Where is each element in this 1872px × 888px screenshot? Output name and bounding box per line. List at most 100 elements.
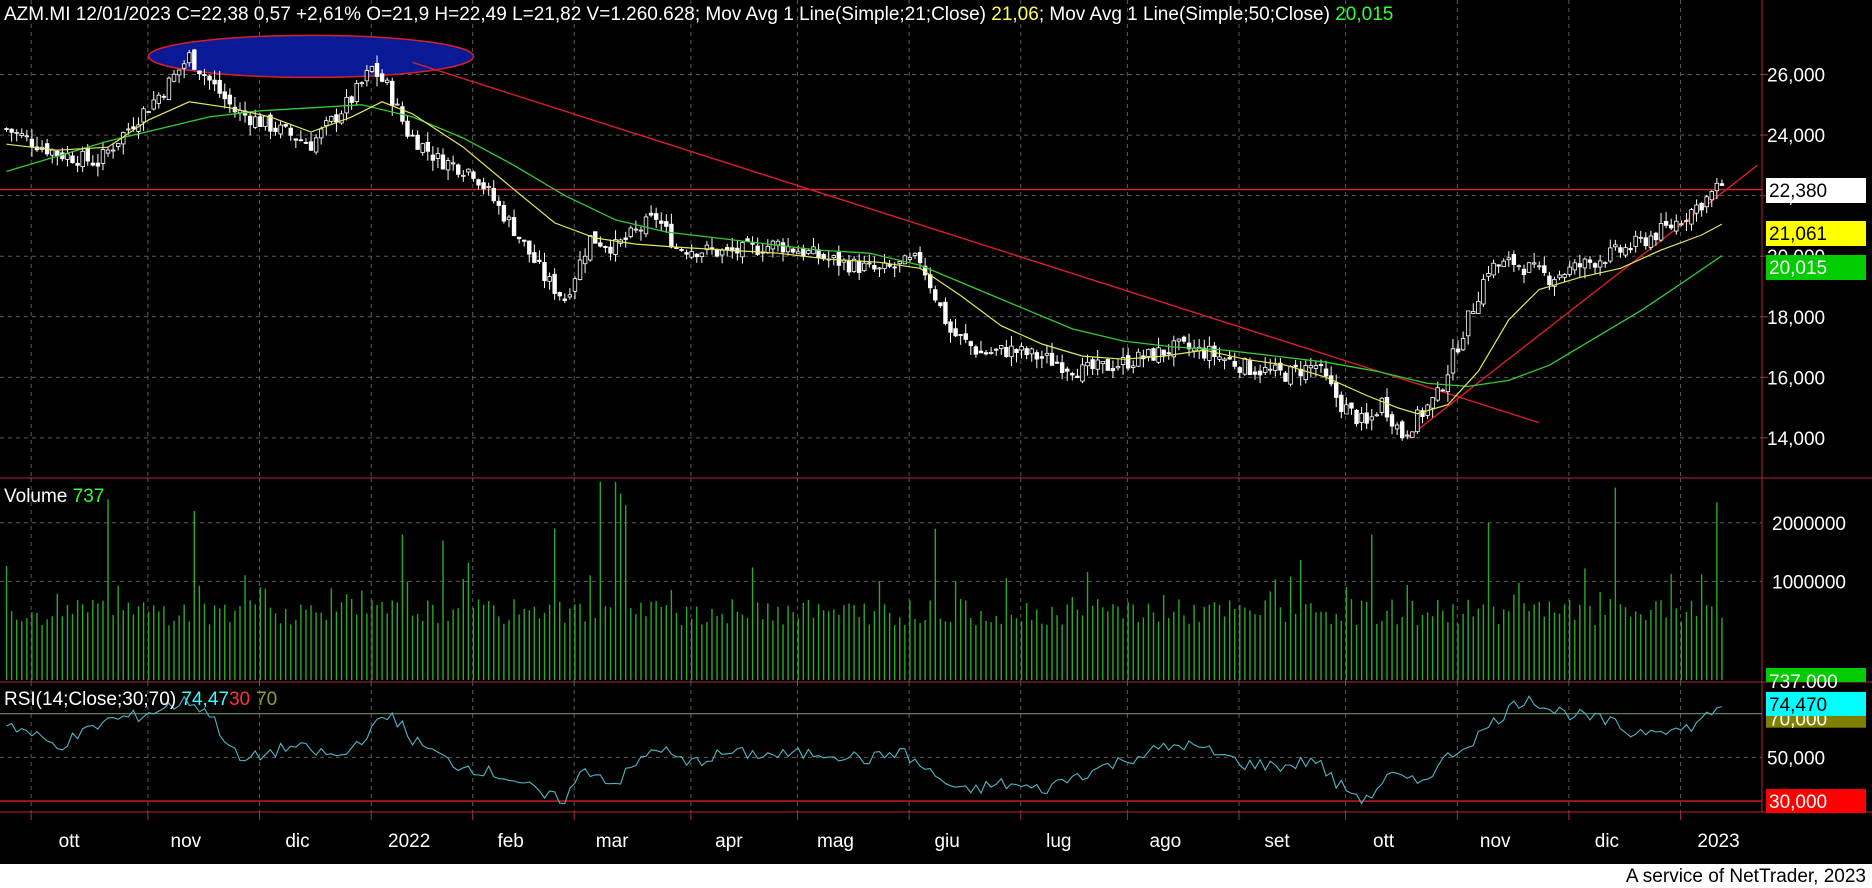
candle-body xyxy=(836,251,842,266)
candle-body xyxy=(1039,356,1045,359)
candle-body xyxy=(435,153,441,159)
candle-body xyxy=(1110,367,1116,372)
candle-body xyxy=(298,139,304,142)
ma21-header-label: ; Mov Avg 1 Line(Simple;21;Close) xyxy=(694,4,992,25)
candle-body xyxy=(217,79,222,94)
candle-body xyxy=(633,228,639,231)
candle-body xyxy=(384,79,390,83)
candle-body xyxy=(1603,262,1608,264)
ma50-header-label: ; Mov Avg 1 Line(Simple;50;Close) xyxy=(1038,4,1336,25)
candle-body xyxy=(1044,352,1050,356)
candle-body xyxy=(801,248,806,257)
rsi-value-tag-box xyxy=(1766,691,1866,716)
candle-body xyxy=(699,252,705,258)
candle-body xyxy=(207,75,212,81)
candle-body xyxy=(796,251,801,255)
candle-body xyxy=(1278,362,1283,371)
candle-body xyxy=(755,245,760,255)
candle-body xyxy=(907,256,913,260)
candle-body xyxy=(851,258,857,272)
candle-body xyxy=(268,114,273,132)
candle-body xyxy=(1120,357,1126,365)
candle-body xyxy=(1065,368,1070,372)
price-axis-label: 26,000 xyxy=(1767,66,1825,87)
month-label-14: dic xyxy=(1595,831,1619,852)
candle-body xyxy=(395,103,400,106)
rsi-header-low: 30 xyxy=(228,689,251,710)
candle-body xyxy=(1704,196,1709,208)
grid-lines xyxy=(0,0,1762,812)
candle-body xyxy=(126,128,131,131)
candle-body xyxy=(1633,235,1638,247)
candle-body xyxy=(283,124,288,127)
candle-body xyxy=(1638,236,1643,239)
candle-body xyxy=(90,162,96,166)
candle-body xyxy=(1054,361,1060,364)
candle-body xyxy=(1511,254,1517,265)
candle-body xyxy=(1623,247,1628,256)
rsi-30-tag-box xyxy=(1766,789,1866,814)
candle-body xyxy=(1653,232,1659,241)
candle-body xyxy=(329,116,334,122)
candle-body xyxy=(694,253,699,258)
ma21-header-value: 21,06 xyxy=(991,4,1039,25)
candle-body xyxy=(1516,265,1522,268)
candle-body xyxy=(1105,359,1111,371)
candle-body xyxy=(856,260,862,273)
price-axis-label: 14,000 xyxy=(1767,429,1825,450)
candle-body xyxy=(1415,409,1420,433)
month-label-2: dic xyxy=(285,831,309,852)
candle-body xyxy=(75,162,80,166)
candle-body xyxy=(1597,260,1603,268)
candle-body xyxy=(1420,410,1425,417)
candle-body xyxy=(181,63,187,69)
candle-body xyxy=(1364,412,1369,424)
candle-body xyxy=(100,149,106,164)
candle-body xyxy=(1506,257,1511,261)
candle-body xyxy=(775,240,781,246)
candle-body xyxy=(1115,366,1121,369)
candle-body xyxy=(1537,265,1542,268)
candle-body xyxy=(95,162,101,167)
candle-body xyxy=(481,182,486,190)
candle-body xyxy=(359,82,364,85)
candle-body xyxy=(1648,235,1654,248)
uptrend-line xyxy=(1406,164,1758,439)
candle-body xyxy=(379,73,385,82)
candle-body xyxy=(1400,421,1405,439)
candle-body xyxy=(202,74,207,77)
candle-body xyxy=(1643,237,1649,246)
candle-body xyxy=(166,77,172,101)
candle-body xyxy=(1663,220,1669,226)
candle-body xyxy=(313,137,319,153)
candle-body xyxy=(1384,397,1390,418)
candle-body xyxy=(1151,348,1156,361)
candle-body xyxy=(146,111,151,113)
candle-body xyxy=(187,52,192,64)
candle-body xyxy=(318,128,324,139)
candle-body xyxy=(816,249,821,258)
candle-body xyxy=(1679,223,1684,226)
candle-body xyxy=(527,240,532,255)
candle-body xyxy=(912,252,918,256)
candle-body xyxy=(339,113,344,124)
candle-body xyxy=(374,63,380,77)
candle-body xyxy=(1450,348,1456,374)
candle-body xyxy=(1572,262,1577,271)
candle-body xyxy=(212,79,217,85)
candle-body xyxy=(334,114,339,123)
candle-body xyxy=(993,348,999,351)
candle-body xyxy=(1394,424,1400,430)
volume-last-tag: 737.000 xyxy=(1769,672,1838,693)
candle-body xyxy=(958,334,963,336)
candle-body xyxy=(587,235,593,261)
ma21-price-tag-box xyxy=(1766,221,1866,246)
candle-body xyxy=(582,255,588,265)
candle-body xyxy=(1080,364,1085,382)
candle-body xyxy=(1186,342,1192,350)
candle-body xyxy=(1009,345,1014,358)
candle-body xyxy=(511,217,517,236)
candle-body xyxy=(1608,247,1613,262)
